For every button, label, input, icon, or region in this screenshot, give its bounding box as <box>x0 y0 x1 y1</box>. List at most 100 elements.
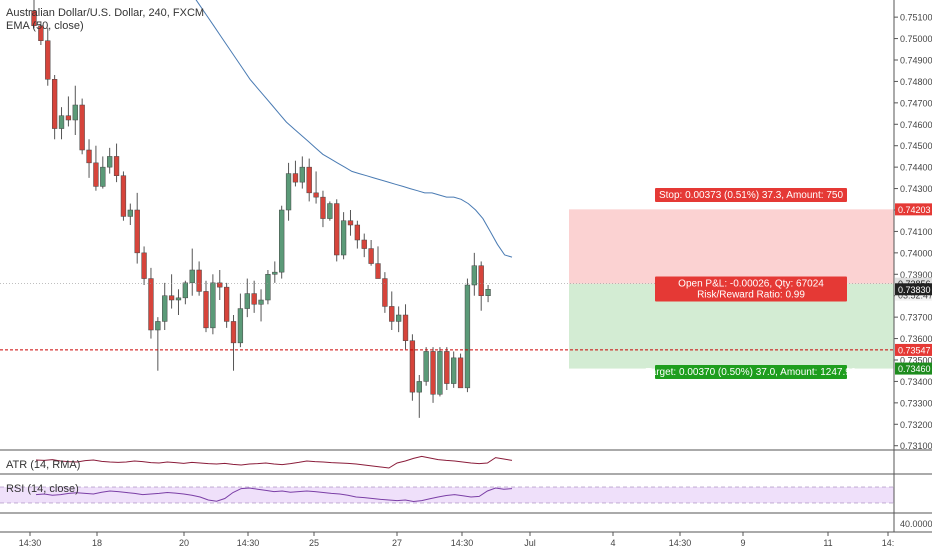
last-price-tag <box>895 283 932 296</box>
price-tick-label: 0.73700 <box>900 313 932 323</box>
time-tick-label: 14:30 <box>669 538 692 548</box>
stop-label-text: Stop: 0.00373 (0.51%) 37.3, Amount: 750 <box>659 190 843 201</box>
ema-line <box>195 0 513 258</box>
symbol-legend[interactable]: Australian Dollar/U.S. Dollar, 240, FXCM <box>6 7 205 19</box>
bear-candle <box>361 239 367 249</box>
horizontal-level-tag-label: 0.73547 <box>898 345 931 355</box>
bear-candle <box>354 224 361 241</box>
stop-label-box <box>655 188 847 202</box>
bull-candle <box>100 166 106 187</box>
bear-candle <box>478 265 484 296</box>
bear-candle <box>113 156 120 176</box>
bear-candle <box>38 25 44 41</box>
stop-price-tag <box>895 203 932 216</box>
time-tick-label: 14:30 <box>451 538 474 548</box>
time-tick-label: 11 <box>823 538 832 548</box>
countdown-label: 03:52:47 <box>898 291 932 301</box>
bear-candle <box>217 282 223 288</box>
bull-candle <box>189 269 195 284</box>
bear-candle <box>65 115 72 121</box>
atr-legend[interactable]: ATR (14, RMA) <box>6 459 81 471</box>
bear-candle <box>402 314 409 341</box>
pnl-label-text: Risk/Reward Ratio: 0.99 <box>697 290 805 301</box>
bear-candle <box>45 40 51 80</box>
bear-candle <box>79 104 85 151</box>
time-tick-label: 14:30 <box>19 538 42 548</box>
indicator-panes <box>0 449 932 514</box>
bull-candle <box>72 104 78 121</box>
time-tick-label: 14:30 <box>237 538 260 548</box>
rsi-series <box>35 487 513 503</box>
bull-candle <box>162 295 168 322</box>
bear-candle <box>230 321 237 344</box>
target-price-tag <box>895 362 932 375</box>
bear-candle <box>382 278 388 307</box>
bull-candle <box>272 271 278 275</box>
bull-candle <box>127 209 133 217</box>
stop-zone <box>569 209 894 284</box>
time-tick-label: 25 <box>309 538 319 548</box>
target-label-text: Target: 0.00370 (0.50%) 37.0, Amount: 12… <box>646 367 857 378</box>
ema-legend[interactable]: EMA (50, close) <box>6 20 84 32</box>
bull-candle <box>395 314 402 322</box>
bear-candle <box>389 306 395 322</box>
bear-candle <box>51 79 58 129</box>
bear-candle <box>141 252 147 279</box>
price-tick-label: 0.73400 <box>900 377 932 387</box>
bear-candle <box>203 291 209 329</box>
bear-candle <box>457 357 464 389</box>
price-tick-label: 0.73500 <box>900 356 932 366</box>
pnl-label-box <box>655 276 847 302</box>
bear-candle <box>292 173 299 183</box>
bear-candle <box>148 278 154 331</box>
bull-candle <box>451 357 457 384</box>
bear-candle <box>31 10 37 26</box>
bear-candle <box>223 286 230 322</box>
time-axis[interactable]: 14:30 18 20 14:30 25 27 14:30 Jul 4 14:30 9 11 14: <box>0 531 932 548</box>
stop-price-tag-label: 0.74203 <box>898 205 931 215</box>
bull-candle <box>327 203 333 219</box>
price-tick-label: 0.74000 <box>900 248 932 258</box>
price-tick-label: 0.74600 <box>900 120 932 130</box>
bull-candle <box>58 115 65 129</box>
bear-candle <box>251 293 257 305</box>
last-price-tag-label: 0.73830 <box>898 285 931 295</box>
bull-candle <box>237 308 244 344</box>
price-tick-label: 0.74800 <box>900 77 932 87</box>
time-tick-label: 4 <box>610 538 615 548</box>
bear-candle <box>444 351 450 384</box>
pnl-label-text: Open P&L: -0.00026, Qty: 67024 <box>678 279 824 290</box>
bear-candle <box>320 196 326 219</box>
rsi-legend[interactable]: RSI (14, close) <box>6 483 79 495</box>
time-tick-label: 20 <box>179 538 189 548</box>
position-labels[interactable]: Stop: 0.00373 (0.51%) 37.3, Amount: 750 O… <box>646 188 857 379</box>
atr-series <box>35 455 513 469</box>
bull-candle <box>265 274 271 301</box>
bear-candle <box>306 166 312 194</box>
price-tick-label: 0.73600 <box>900 334 932 344</box>
price-tick-label: 0.74700 <box>900 98 932 108</box>
bear-candle <box>347 220 354 226</box>
bull-candle <box>285 173 292 211</box>
bear-candle <box>409 340 416 393</box>
bear-candle <box>120 175 127 217</box>
bear-candle <box>93 162 99 187</box>
price-axis[interactable]: 0.75100 0.75000 0.74900 0.74800 0.74700 0.746… <box>893 0 932 532</box>
bull-candle <box>464 284 471 389</box>
bull-candle <box>299 166 305 183</box>
time-tick-label: 18 <box>92 538 102 548</box>
time-tick-label: 27 <box>392 538 402 548</box>
bull-candle <box>340 220 347 256</box>
bull-candle <box>416 381 422 393</box>
bull-candle <box>210 282 216 329</box>
bull-candle <box>279 209 285 273</box>
bull-candle <box>485 289 491 296</box>
bear-candle <box>86 149 92 164</box>
price-tick-label: 0.75100 <box>900 13 932 23</box>
bull-candle <box>423 351 429 382</box>
price-tick-label: 0.74300 <box>900 184 932 194</box>
bear-candle <box>196 269 202 292</box>
candles <box>31 0 491 418</box>
